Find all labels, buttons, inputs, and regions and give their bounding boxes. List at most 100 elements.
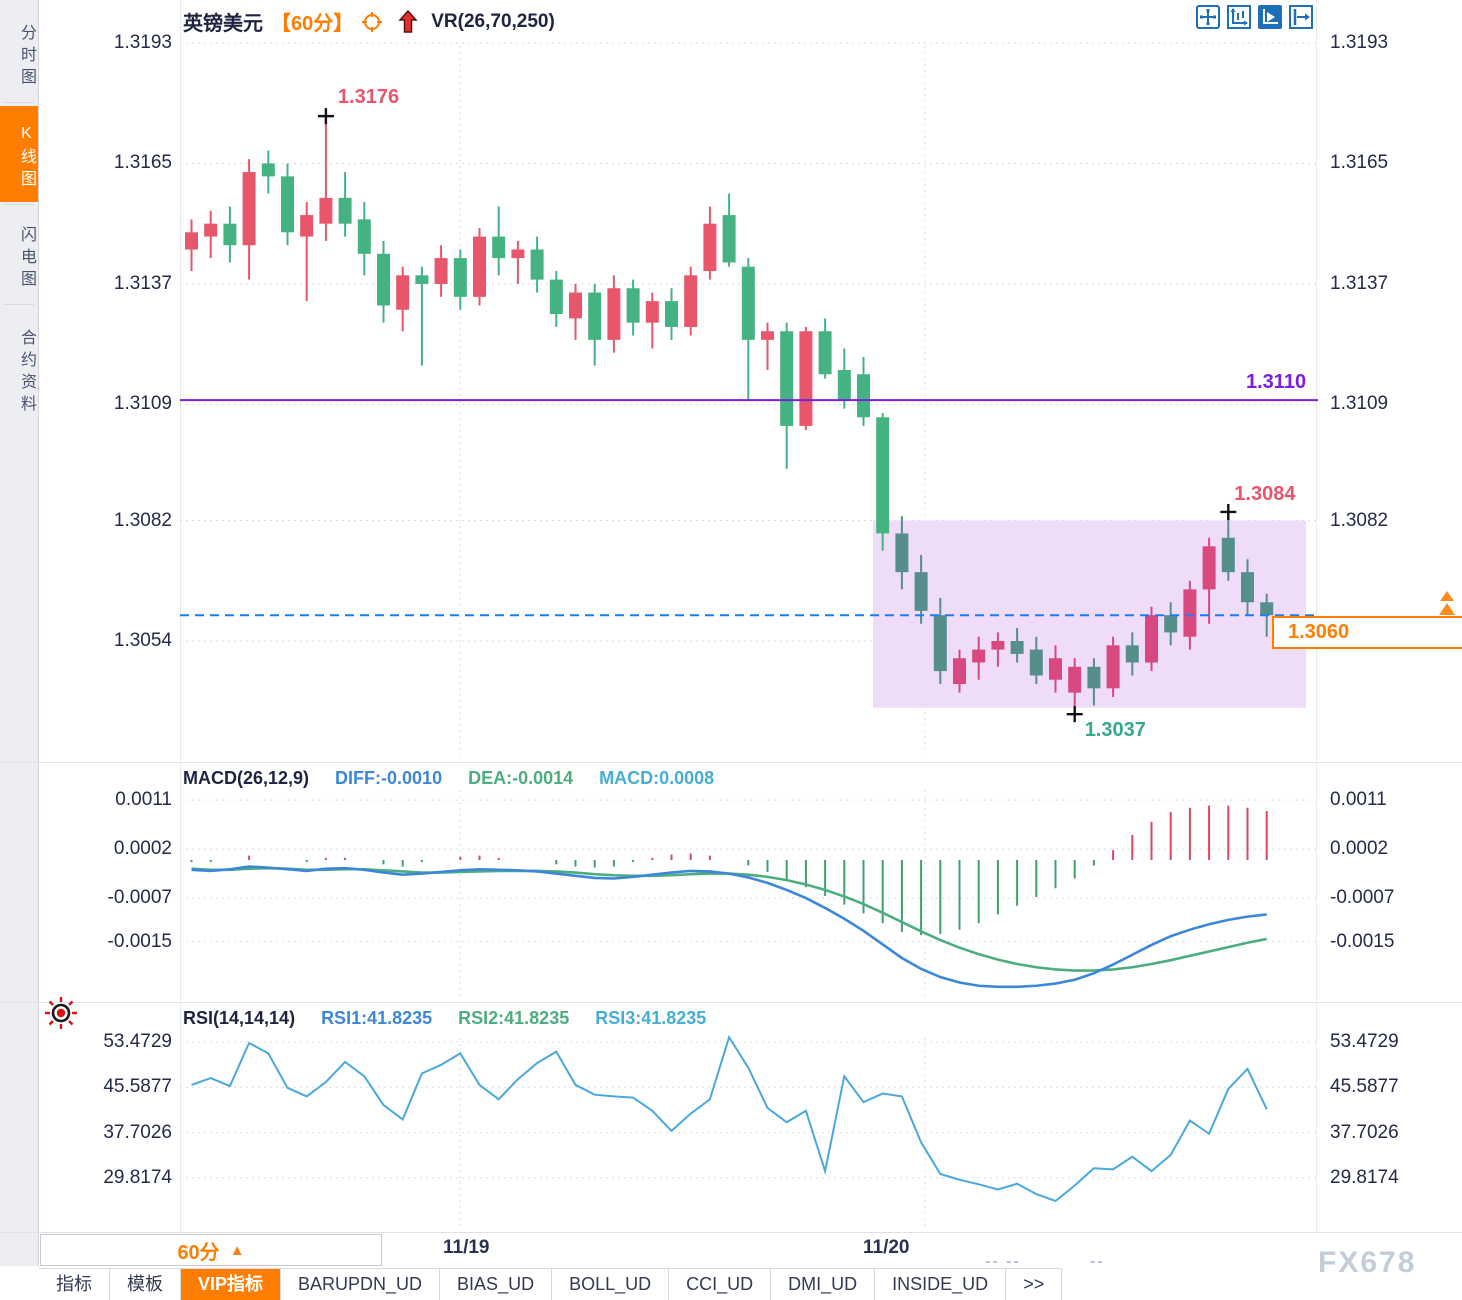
move-crosshair-icon[interactable] (1196, 5, 1220, 29)
target-icon[interactable] (361, 11, 383, 33)
up-arrow-icon[interactable] (397, 9, 419, 34)
candle-body (665, 301, 678, 327)
candle-body (626, 288, 640, 323)
candle-body (511, 249, 525, 259)
candle-body (933, 615, 947, 672)
candle-body (204, 223, 218, 237)
tab-指标[interactable]: 指标 (39, 1269, 110, 1300)
y-axis-label: 1.3137 (113, 272, 172, 294)
dropdown-arrow-icon: ▲ (229, 1241, 245, 1259)
candle-body (492, 236, 506, 259)
y-axis-label: 0.0002 (1330, 838, 1389, 860)
y-axis-label: -0.0007 (1330, 887, 1395, 909)
macd-header: MACD(26,12,9) DIFF:-0.0010 DEA:-0.0014 M… (183, 768, 714, 789)
candle-body (1087, 666, 1101, 689)
tab-模板[interactable]: 模板 (110, 1269, 181, 1300)
panel-divider (0, 762, 1462, 763)
high-price-label: 1.3176 (337, 86, 400, 109)
y-axis-label: 45.5877 (103, 1076, 172, 1098)
candle-body (242, 172, 256, 246)
y-axis-label: 53.4729 (103, 1031, 172, 1052)
candle-body (1183, 589, 1197, 637)
price-arrow-icon (1440, 591, 1454, 601)
candle-body (396, 275, 410, 310)
candle-body (1145, 615, 1158, 663)
candle-body (645, 301, 659, 323)
candle-body (953, 658, 966, 685)
tab-DMI_UD[interactable]: DMI_UD (771, 1269, 876, 1300)
y-axis-label: 1.3165 (113, 152, 172, 174)
y-axis-label: 0.0011 (1330, 789, 1387, 811)
y-axis-label: -0.0015 (107, 930, 172, 952)
y-axis-label: 37.7026 (1330, 1121, 1399, 1143)
macd-params: MACD(26,12,9) (183, 768, 310, 788)
y-axis-label: 37.7026 (103, 1121, 172, 1143)
sidebar-item-3[interactable]: 合约资料 (18, 329, 35, 417)
period-dropdown-label: 60分 (177, 1241, 220, 1264)
low-price-label: 1.3037 (1084, 719, 1146, 742)
candle-body (185, 232, 198, 250)
candle-body (972, 649, 986, 663)
tab-BARUPDN_UD[interactable]: BARUPDN_UD (281, 1269, 441, 1300)
tab->>[interactable]: >> (1006, 1269, 1063, 1300)
axis-play-icon[interactable] (1258, 5, 1282, 29)
sidebar-item-2[interactable]: 闪电图 (18, 226, 35, 292)
candle-body (338, 197, 352, 224)
tab-CCI_UD[interactable]: CCI_UD (669, 1269, 772, 1300)
candle-body (818, 331, 832, 375)
rsi-header: RSI(14,14,14) RSI1:41.8235 RSI2:41.8235 … (183, 1008, 706, 1029)
price-arrow-icon (1439, 603, 1455, 615)
candle-body (799, 331, 813, 426)
candle-body (1164, 615, 1178, 633)
sidebar-item-1[interactable]: K线图 (0, 106, 38, 202)
level-price-label: 1.3110 (1246, 371, 1307, 394)
left-sidebar: 分时图 K线图闪电图合约资料 (0, 0, 39, 1266)
tab-BOLL_UD[interactable]: BOLL_UD (552, 1269, 670, 1300)
candle-body (722, 215, 736, 263)
chart-header: 英镑美元 【60分】 VR(26,70,250) (183, 7, 555, 36)
y-axis-label: 1.3082 (113, 509, 172, 531)
candle-body (895, 533, 909, 573)
vr-indicator-label: VR(26,70,250) (431, 10, 555, 32)
tab-BIAS_UD[interactable]: BIAS_UD (440, 1269, 553, 1300)
period-dropdown-button[interactable]: 60分 ▲ (40, 1234, 382, 1266)
candle-body (549, 279, 563, 315)
panel-divider (0, 1002, 1462, 1003)
candle-body (588, 292, 602, 340)
tab-VIP指标[interactable]: VIP指标 (181, 1269, 282, 1300)
candle-body (415, 275, 429, 284)
y-axis-label: -0.0007 (107, 887, 172, 909)
candle-body (703, 223, 717, 272)
y-axis-label: 29.8174 (103, 1166, 172, 1188)
candle-body (434, 258, 448, 284)
candle-body (684, 275, 698, 327)
candle-body (1241, 572, 1254, 603)
sidebar-divider (4, 304, 34, 305)
rsi1-value: RSI1:41.8235 (321, 1008, 433, 1028)
watermark: FX678 (1318, 1246, 1417, 1279)
y-axis-label: 0.0011 (115, 789, 172, 811)
candle-body (607, 288, 621, 340)
chart-toolbar (1196, 5, 1313, 29)
sidebar-item-0[interactable]: 分时图 (18, 24, 35, 90)
candle-body (1049, 658, 1062, 680)
tab-INSIDE_UD[interactable]: INSIDE_UD (875, 1269, 1007, 1300)
rsi2-value: RSI2:41.8235 (458, 1008, 570, 1028)
rsi-line (191, 1034, 1268, 1203)
y-axis-label: 1.3054 (113, 630, 172, 651)
x-axis-date: 11/20 (863, 1237, 910, 1258)
pan-right-icon[interactable] (1289, 5, 1313, 29)
candle-body (991, 641, 1005, 650)
candle-body (780, 331, 794, 426)
y-axis-label: 1.3082 (1330, 509, 1389, 531)
candle-body (1260, 602, 1274, 616)
y-axis-label: 1.3165 (1330, 152, 1389, 174)
candle-body (1068, 666, 1082, 693)
axis-range-icon[interactable] (1227, 5, 1251, 29)
candle-body (300, 215, 314, 237)
candle-body (837, 369, 851, 401)
alert-sun-icon[interactable] (44, 996, 78, 1030)
candle-body (569, 292, 582, 319)
